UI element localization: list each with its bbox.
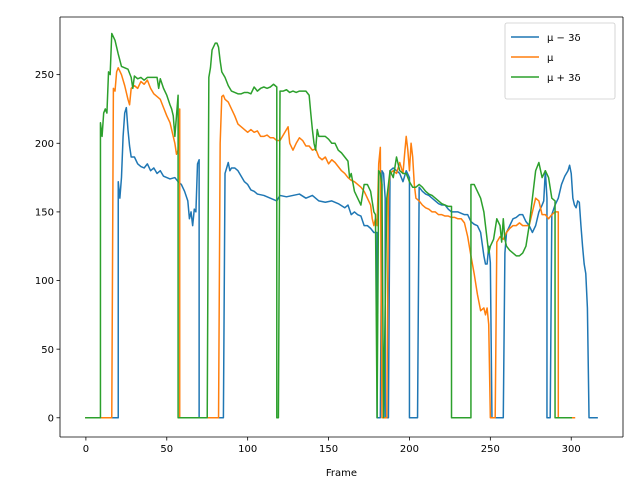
y-tick-label: 100: [35, 276, 54, 287]
ticks-layer: 0 50 100 150 200 250 300 0 50 100 150 200 250: [35, 70, 581, 455]
series-line-1: [85, 67, 576, 419]
x-tick-label: 250: [481, 444, 500, 455]
series-layer: [85, 32, 598, 419]
x-tick-label: 100: [238, 444, 257, 455]
x-axis-title: Frame: [326, 468, 357, 479]
y-tick-label: 150: [35, 208, 54, 219]
series-line-2: [85, 32, 572, 419]
legend-label-0: μ − 3δ: [547, 33, 581, 44]
legend-box: [504, 22, 616, 100]
series-line-0: [85, 106, 598, 419]
legend-label-2: μ + 3δ: [547, 73, 581, 84]
legend: μ − 3δ μ μ + 3δ: [504, 22, 616, 100]
axes-layer: [59, 16, 624, 438]
y-tick-label: 50: [41, 345, 54, 356]
y-tick-label: 200: [35, 139, 54, 150]
x-tick-label: 300: [562, 444, 581, 455]
y-tick-label: 250: [35, 70, 54, 81]
x-tick-label: 200: [400, 444, 419, 455]
x-tick-label: 0: [83, 444, 89, 455]
x-tick-label: 50: [160, 444, 173, 455]
x-tick-label: 150: [319, 444, 338, 455]
legend-label-1: μ: [547, 53, 554, 64]
y-tick-label: 0: [48, 413, 54, 424]
